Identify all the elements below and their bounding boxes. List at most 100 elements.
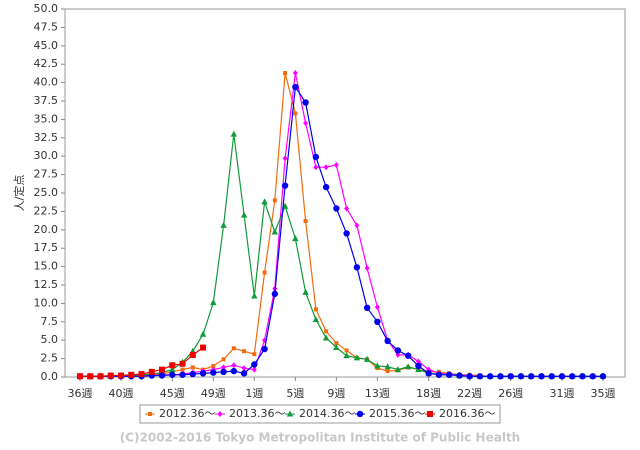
- y-tick-label: 37.5: [34, 94, 59, 107]
- point: [303, 120, 309, 127]
- y-tick-label: 47.5: [34, 20, 59, 33]
- point: [599, 373, 607, 380]
- point: [189, 370, 197, 378]
- point: [374, 304, 380, 311]
- point: [148, 368, 155, 375]
- y-tick-label: 32.5: [34, 131, 59, 144]
- point: [466, 373, 473, 380]
- point: [118, 372, 125, 379]
- point: [241, 365, 247, 372]
- point: [230, 130, 238, 137]
- point: [356, 410, 364, 418]
- y-tick-label: 40.0: [34, 76, 59, 89]
- point: [313, 307, 318, 312]
- x-tick-label: 9週: [327, 387, 345, 400]
- point: [271, 290, 279, 298]
- point: [558, 373, 566, 380]
- point: [221, 357, 226, 362]
- point: [251, 361, 258, 368]
- point: [230, 367, 238, 375]
- point: [286, 410, 294, 417]
- point: [282, 155, 288, 162]
- legend-label: 2012.36～: [159, 407, 216, 420]
- point: [200, 344, 207, 351]
- point: [384, 363, 391, 370]
- x-tick-label: 40週: [109, 387, 134, 400]
- y-tick-label: 25.0: [34, 186, 59, 199]
- point: [210, 369, 217, 376]
- point: [394, 347, 402, 354]
- point: [220, 368, 227, 376]
- y-tick-label: 5.0: [41, 333, 59, 346]
- point: [404, 363, 412, 370]
- point: [456, 372, 463, 379]
- legend-box: [139, 404, 501, 424]
- point: [445, 371, 453, 378]
- point: [538, 373, 545, 380]
- point: [569, 373, 576, 380]
- point: [425, 370, 432, 377]
- point: [374, 318, 381, 325]
- point: [189, 351, 196, 358]
- point: [415, 362, 422, 370]
- point: [517, 373, 525, 380]
- point: [435, 371, 443, 378]
- point: [252, 352, 257, 357]
- point: [179, 371, 186, 378]
- point: [210, 299, 217, 306]
- point: [497, 373, 504, 380]
- point: [302, 99, 309, 106]
- point: [292, 70, 298, 77]
- point: [324, 329, 329, 334]
- point: [353, 354, 361, 361]
- y-axis-label: 人/定点: [12, 175, 26, 212]
- point: [199, 330, 207, 337]
- copyright: (C)2002-2016 Tokyo Metropolitan Institut…: [120, 431, 520, 445]
- point: [271, 228, 279, 235]
- point: [159, 366, 166, 373]
- y-tick-label: 0.0: [41, 370, 59, 383]
- y-tick-label: 50.0: [34, 2, 59, 15]
- point: [579, 373, 586, 380]
- plot-area: [64, 8, 626, 378]
- point: [363, 304, 371, 312]
- point: [220, 221, 227, 228]
- x-tick-label: 13週: [365, 387, 390, 400]
- y-tick-label: 20.0: [34, 223, 59, 236]
- y-tick-label: 15.0: [34, 260, 59, 273]
- point: [262, 270, 267, 275]
- point: [344, 348, 349, 353]
- point: [384, 337, 391, 345]
- point: [283, 71, 288, 76]
- legend-label: 2013.36～: [229, 407, 286, 420]
- x-tick-label: 49週: [201, 387, 226, 400]
- series-line: [80, 85, 603, 377]
- legend-label: 2016.36～: [439, 407, 496, 420]
- x-tick-label: 26週: [498, 387, 523, 400]
- point: [148, 412, 152, 416]
- point: [128, 371, 135, 378]
- point: [344, 205, 350, 212]
- point: [231, 362, 237, 369]
- point: [394, 366, 402, 373]
- point: [322, 183, 330, 191]
- point: [589, 373, 596, 380]
- point: [77, 373, 83, 380]
- point: [385, 369, 390, 374]
- point: [293, 111, 298, 116]
- point: [363, 355, 371, 362]
- x-tick-label: 5週: [286, 387, 304, 400]
- point: [158, 372, 166, 379]
- point: [211, 363, 216, 368]
- y-tick-label: 17.5: [34, 241, 59, 254]
- point: [507, 373, 514, 380]
- point: [272, 198, 277, 203]
- point: [251, 292, 258, 299]
- x-tick-label: 35週: [591, 387, 616, 400]
- y-tick-label: 45.0: [34, 39, 59, 52]
- point: [240, 370, 248, 377]
- point: [242, 349, 247, 354]
- point: [179, 360, 186, 367]
- x-tick-label: 36週: [68, 387, 93, 400]
